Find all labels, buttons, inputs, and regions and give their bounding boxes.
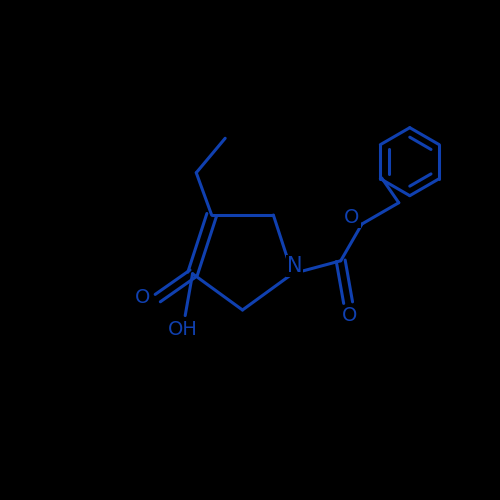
Text: N: N <box>286 256 302 276</box>
Text: O: O <box>135 288 150 306</box>
Text: OH: OH <box>168 320 198 339</box>
Text: O: O <box>344 208 360 228</box>
Text: O: O <box>342 306 357 324</box>
